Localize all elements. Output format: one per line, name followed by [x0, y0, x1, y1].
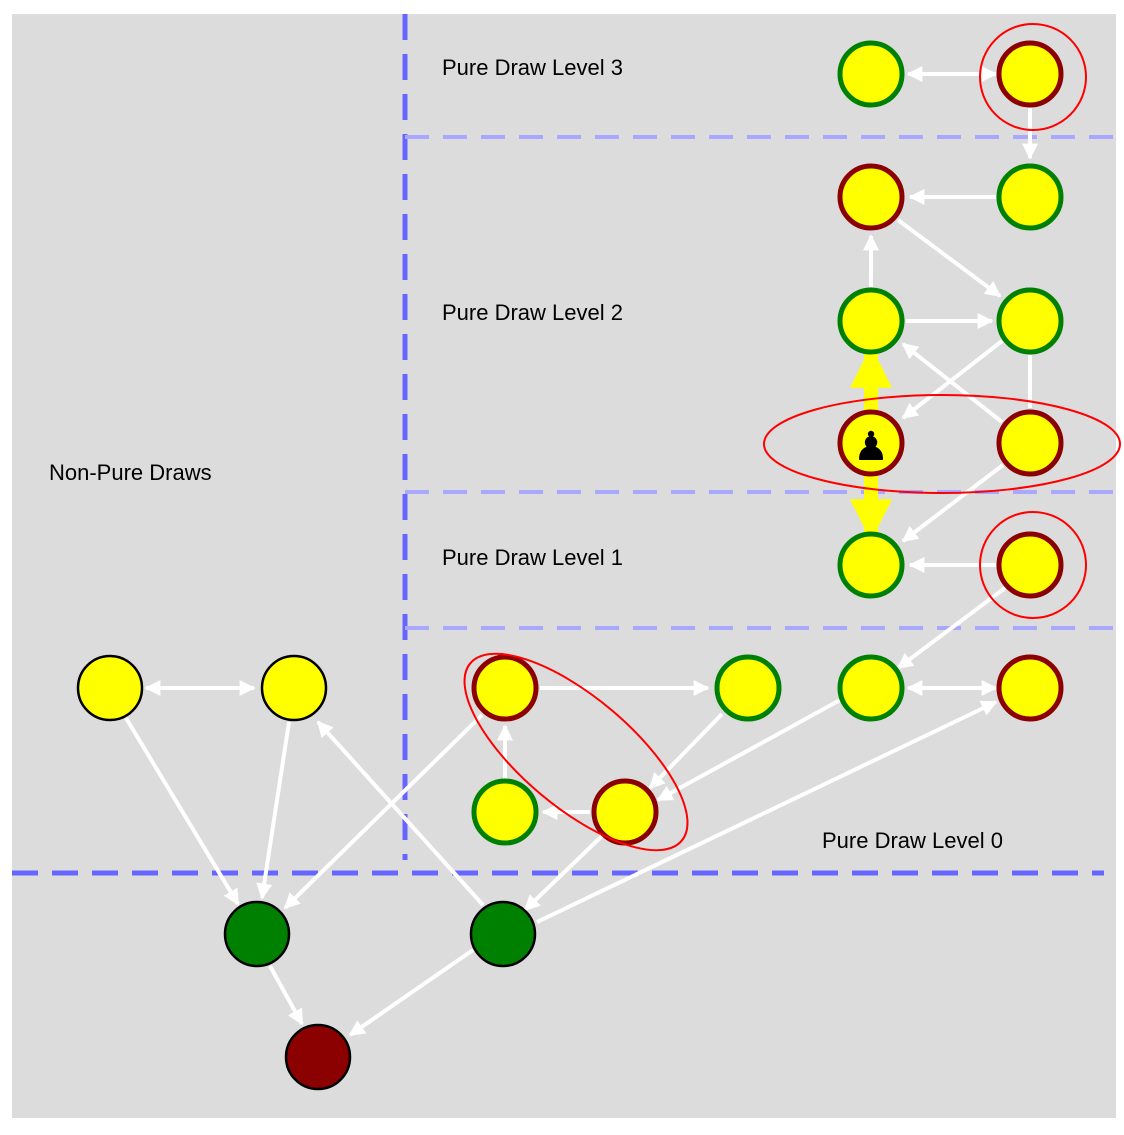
edge — [268, 965, 304, 1026]
node-draw-red — [996, 409, 1064, 477]
node-win — [223, 900, 291, 968]
edge — [656, 698, 841, 802]
ring-level2-pair — [763, 394, 1121, 494]
ring-level1-red — [979, 511, 1087, 619]
edge — [283, 713, 484, 910]
node-draw-red — [837, 163, 905, 231]
node-draw-green — [996, 163, 1064, 231]
level-boundaries — [12, 14, 1116, 876]
edge — [901, 339, 1004, 420]
edge — [536, 700, 998, 924]
region-labels: Pure Draw Level 3 Pure Draw Level 2 Pure… — [49, 55, 1003, 853]
node-draw-red — [996, 40, 1064, 108]
edge — [901, 463, 1005, 543]
node-draw-plain — [76, 654, 144, 722]
node-draw-green — [996, 287, 1064, 355]
node-draw-red — [996, 654, 1064, 722]
edge — [896, 218, 1002, 298]
highlight-rings — [463, 23, 1121, 852]
node-draw-plain — [260, 654, 328, 722]
node-draw-green — [837, 654, 905, 722]
node-draw-green — [714, 654, 782, 722]
label-level3: Pure Draw Level 3 — [442, 55, 623, 80]
nodes — [76, 40, 1064, 1091]
edge — [648, 712, 724, 790]
edge — [523, 832, 606, 912]
edge — [901, 342, 1004, 424]
ring-level0-pair — [463, 652, 689, 852]
label-non-pure-draws: Non-Pure Draws — [49, 460, 212, 485]
edge — [124, 716, 240, 906]
edge — [896, 586, 1007, 670]
edges — [124, 66, 1038, 1037]
node-draw-red — [471, 654, 539, 722]
edge — [348, 948, 475, 1037]
node-draw-green — [837, 40, 905, 108]
node-draw-green — [837, 287, 905, 355]
label-level1: Pure Draw Level 1 — [442, 545, 623, 570]
edge — [256, 721, 291, 900]
node-draw-green — [837, 531, 905, 599]
ring-level3-red — [979, 23, 1087, 131]
label-level2: Pure Draw Level 2 — [442, 300, 623, 325]
edge — [316, 720, 485, 907]
node-loss — [284, 1023, 352, 1091]
node-draw-red — [591, 778, 659, 846]
node-draw-green — [471, 778, 539, 846]
node-win — [469, 900, 537, 968]
chess-pawn-icon: ♟ — [853, 424, 889, 470]
node-draw-red-current — [837, 409, 905, 477]
node-draw-red — [996, 531, 1064, 599]
label-level0: Pure Draw Level 0 — [822, 828, 1003, 853]
